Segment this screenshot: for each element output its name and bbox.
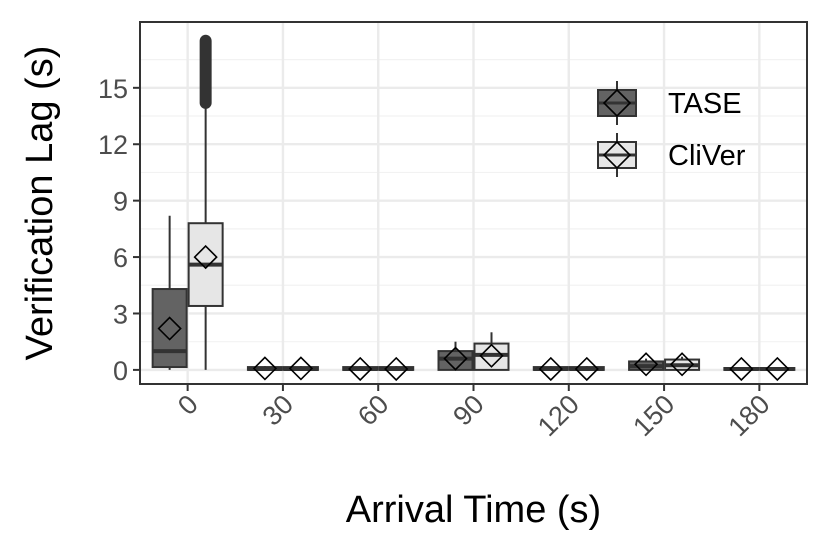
y-tick-label: 6 [113,243,128,273]
box-body [151,288,188,369]
box-tase-0 [151,215,188,370]
y-tick-label: 0 [113,356,128,386]
mean-marker [669,352,695,377]
box-cliver-180 [759,356,796,382]
x-tick-label: 120 [532,389,585,442]
grid [140,22,807,384]
mean-marker [348,356,373,382]
mean-marker [479,343,504,368]
mean-marker [384,356,409,382]
legend-label: TASE [668,88,742,120]
box-cliver-30 [282,356,319,381]
box-cliver-0 [187,34,224,370]
mean-marker [193,244,218,270]
mean-marker [443,346,468,371]
y-tick-label: 3 [113,299,128,329]
box-tase-180 [723,356,760,382]
x-tick-label: 150 [627,389,680,442]
box-tase-30 [246,356,283,381]
mean-marker [538,356,563,382]
x-tick-label: 60 [352,389,394,431]
box-tase-150 [628,352,665,377]
x-tick-label: 30 [257,389,299,431]
y-tick-label: 9 [113,187,128,217]
mean-marker [633,352,659,377]
boxes [151,34,796,382]
x-axis-title: Arrival Time (s) [346,489,601,531]
mean-marker [252,356,278,381]
box-cliver-60 [378,356,415,382]
legend-item-tase: TASE [597,81,742,125]
x-tick-label: 180 [723,389,776,442]
y-axis-title: Verification Lag (s) [19,46,61,361]
y-tick-label: 12 [98,130,128,160]
mean-marker [157,316,182,341]
box-cliver-150 [664,352,701,377]
x-tick-label: 0 [172,389,204,421]
mean-marker [574,356,599,382]
mean-marker [729,356,754,382]
legend-key-diamond [602,88,632,118]
x-tick-label: 90 [447,389,489,431]
legend-label: CliVer [668,140,746,172]
legend: TASE CliVer [597,81,746,177]
box-cliver-90 [473,332,510,371]
legend-item-cliver: CliVer [597,133,746,177]
box-tase-90 [437,341,474,371]
box-cliver-120 [568,356,605,382]
legend-key-diamond [602,140,632,170]
mean-marker [765,356,790,382]
box-tase-60 [342,356,379,382]
box-tase-120 [532,356,569,382]
y-tick-label: 15 [98,74,128,104]
mean-marker [288,356,314,381]
